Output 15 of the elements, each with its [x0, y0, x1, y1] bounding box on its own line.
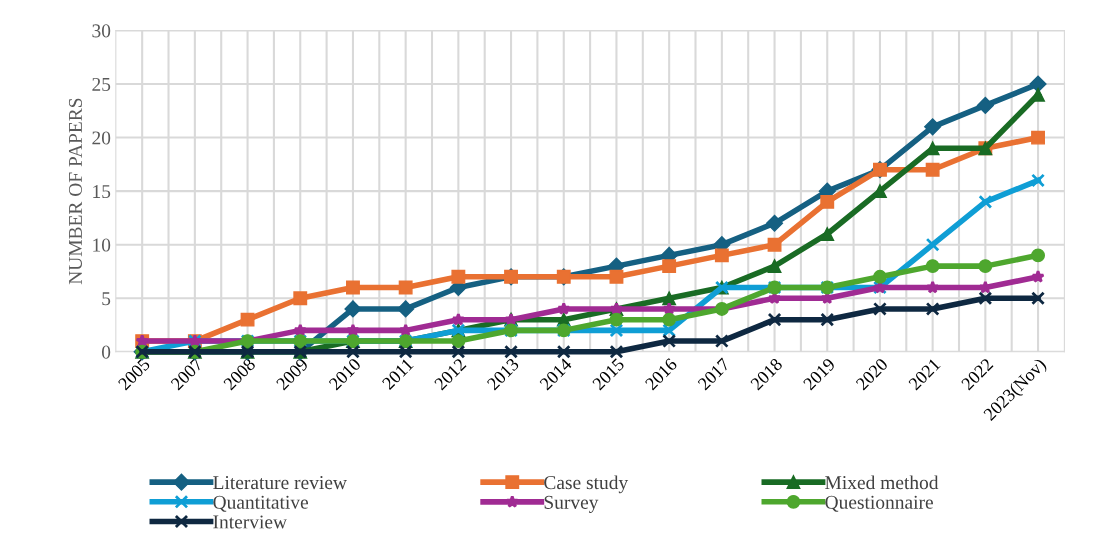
legend-label: Questionnaire: [825, 495, 933, 512]
y-tick-label: 5: [102, 292, 111, 306]
y-tick-label: 25: [92, 77, 111, 91]
legend-label: Interview: [213, 515, 287, 529]
y-tick-label: 20: [92, 131, 111, 145]
legend-label: Quantitative: [213, 495, 308, 512]
y-tick-label: 15: [93, 185, 111, 199]
legend-label: Mixed method: [825, 475, 939, 490]
y-tick-label: 10: [93, 238, 111, 252]
legend-label: Literature review: [213, 476, 347, 490]
y-axis-title: NUMBER OF PAPERS: [68, 98, 82, 285]
y-tick-label: 30: [92, 24, 111, 38]
legend-label: Survey: [544, 495, 599, 513]
y-tick-label: 0: [101, 345, 111, 359]
legend-label: Case study: [544, 475, 629, 494]
